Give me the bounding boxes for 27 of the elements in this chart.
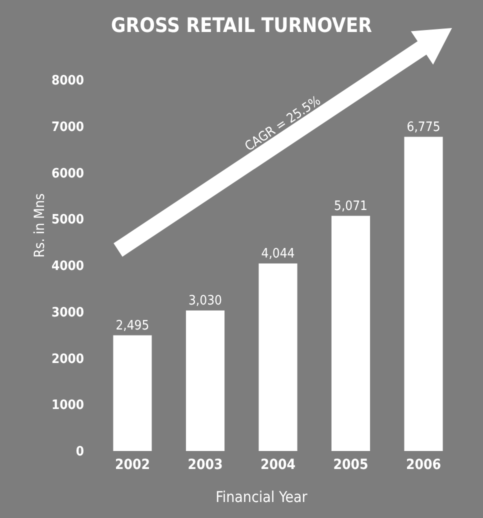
y-tick-label: 4000 — [51, 259, 84, 274]
data-label: 4,044 — [261, 246, 295, 262]
bar — [186, 310, 225, 451]
data-label: 6,775 — [406, 120, 440, 135]
x-tick-label: 2002 — [114, 457, 150, 473]
bar — [113, 335, 152, 451]
y-tick-label: 8000 — [51, 74, 84, 89]
x-tick-label: 2004 — [260, 457, 296, 473]
x-tick-label: 2003 — [188, 457, 223, 473]
y-tick-label: 0 — [76, 444, 84, 460]
y-tick-label: 7000 — [51, 120, 84, 135]
y-tick-label: 5000 — [51, 212, 84, 228]
data-label: 5,071 — [334, 198, 368, 214]
chart-title: GROSS RETAIL TURNOVER — [110, 13, 372, 37]
bar — [404, 136, 443, 451]
y-tick-label: 3000 — [51, 305, 84, 320]
y-tick-label: 6000 — [51, 166, 84, 182]
x-tick-label: 2005 — [333, 457, 368, 473]
data-label: 3,030 — [188, 293, 222, 308]
bar — [258, 263, 298, 451]
y-axis-title: Rs. in Mns — [32, 193, 48, 258]
x-tick-label: 2006 — [406, 457, 442, 473]
x-axis-title: Financial Year — [216, 488, 308, 506]
y-tick-label: 2000 — [51, 352, 84, 367]
bar — [331, 216, 370, 451]
y-tick-label: 1000 — [51, 398, 84, 414]
data-label: 2,495 — [116, 318, 150, 334]
